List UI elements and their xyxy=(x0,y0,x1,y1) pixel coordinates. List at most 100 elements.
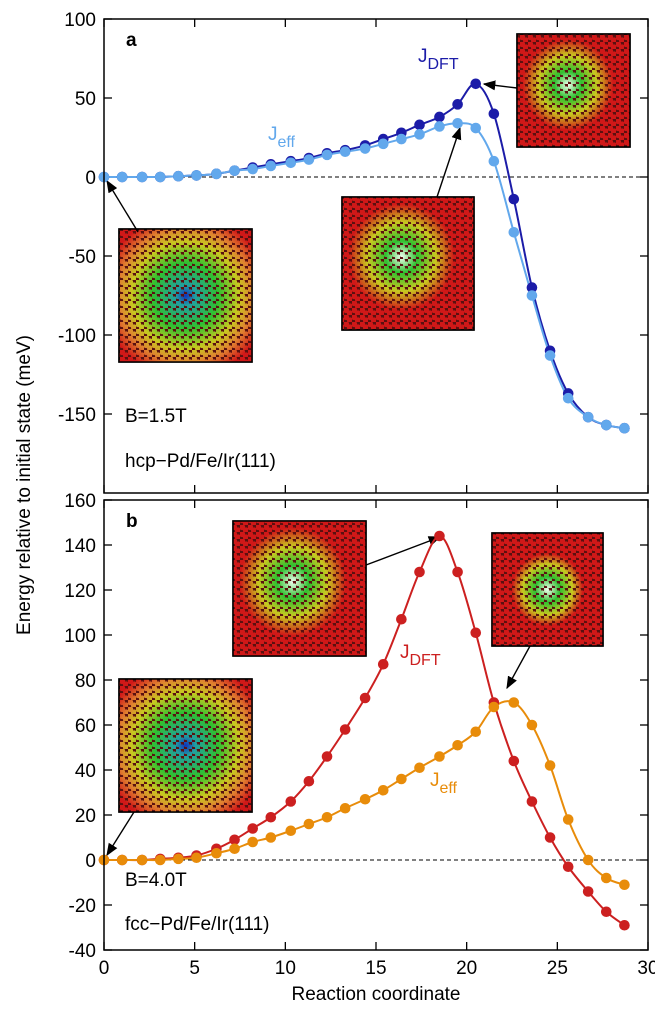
y-tick-label: 120 xyxy=(64,581,96,602)
series-label-sub: DFT xyxy=(428,56,459,73)
x-tick-label: 30 xyxy=(637,958,655,979)
x-tick-label: 25 xyxy=(547,958,568,979)
y-tick-label: -20 xyxy=(69,896,96,917)
data-point xyxy=(508,193,520,205)
data-point xyxy=(414,129,425,140)
data-point xyxy=(452,99,463,110)
data-point xyxy=(191,170,202,181)
data-point xyxy=(508,697,520,708)
data-point xyxy=(619,879,630,891)
data-point xyxy=(488,155,500,167)
y-tick-label: 100 xyxy=(64,10,96,31)
data-point xyxy=(434,121,445,132)
x-tick-label: 5 xyxy=(189,958,200,979)
data-point xyxy=(303,818,315,830)
data-point xyxy=(434,530,445,542)
data-point xyxy=(526,290,538,301)
y-tick-label: 0 xyxy=(85,168,96,189)
data-point xyxy=(265,160,277,172)
x-tick-label: 15 xyxy=(365,958,386,979)
data-point xyxy=(414,119,425,131)
data-point xyxy=(247,163,258,175)
data-point xyxy=(582,854,594,866)
data-point xyxy=(470,122,482,134)
data-point xyxy=(396,773,407,785)
data-point xyxy=(396,133,407,145)
data-point xyxy=(526,719,538,731)
data-point xyxy=(544,760,556,771)
data-point xyxy=(116,171,128,183)
panel-label: a xyxy=(126,30,137,51)
data-point xyxy=(116,854,128,866)
y-tick-label: 50 xyxy=(75,89,96,110)
data-point xyxy=(562,392,574,404)
data-point xyxy=(488,701,500,713)
series-label-sub: eff xyxy=(440,780,458,797)
data-point xyxy=(247,823,258,834)
data-point xyxy=(562,861,574,873)
y-tick-label: 0 xyxy=(85,851,96,872)
data-point xyxy=(600,872,612,884)
data-point xyxy=(508,755,520,767)
data-point xyxy=(544,350,556,361)
y-tick-label: 140 xyxy=(64,536,96,557)
data-point xyxy=(173,853,184,865)
data-point xyxy=(508,227,520,238)
material-annotation: hcp−Pd/Fe/Ir(111) xyxy=(125,451,276,472)
data-point xyxy=(136,854,148,866)
y-tick-label: -100 xyxy=(58,326,96,347)
data-point xyxy=(229,843,240,855)
field-annotation: B=1.5T xyxy=(125,406,187,427)
data-point xyxy=(377,138,389,150)
data-point xyxy=(396,613,407,625)
data-point xyxy=(211,847,222,859)
inset-images xyxy=(118,33,631,813)
data-point xyxy=(339,724,351,735)
data-point xyxy=(191,852,202,864)
x-tick-label: 20 xyxy=(456,958,477,979)
plot-frame xyxy=(103,18,649,494)
y-tick-label: 160 xyxy=(64,491,96,512)
data-point xyxy=(470,627,482,639)
data-point xyxy=(321,811,333,823)
series-label-sub: DFT xyxy=(410,652,441,669)
y-tick-label: -150 xyxy=(58,405,96,426)
series-label: Jeff xyxy=(430,770,458,797)
data-point xyxy=(470,726,482,738)
data-point xyxy=(582,411,594,423)
data-point xyxy=(562,814,574,825)
series-label-main: J xyxy=(268,124,278,145)
data-point xyxy=(414,566,425,578)
x-axis-label: Reaction coordinate xyxy=(292,984,461,1005)
data-point xyxy=(285,157,297,169)
data-point xyxy=(247,836,258,848)
y-tick-label: 100 xyxy=(64,626,96,647)
data-point xyxy=(434,111,445,123)
data-point xyxy=(359,692,371,704)
y-tick-label: 40 xyxy=(75,761,96,782)
data-point xyxy=(488,108,500,120)
data-point xyxy=(452,566,463,578)
series-label-sub: eff xyxy=(278,134,296,151)
data-point xyxy=(321,751,333,762)
data-point xyxy=(136,171,148,183)
data-point xyxy=(619,422,630,434)
data-point xyxy=(359,143,371,154)
series-label-main: J xyxy=(400,642,410,663)
data-point xyxy=(265,832,277,843)
data-point xyxy=(526,796,538,807)
data-point xyxy=(173,170,184,182)
data-point xyxy=(285,796,297,807)
data-point xyxy=(359,793,371,805)
data-point xyxy=(434,751,445,762)
data-point xyxy=(154,854,166,866)
data-point xyxy=(526,282,538,293)
y-tick-label: -50 xyxy=(69,247,96,268)
data-point xyxy=(470,78,482,90)
x-tick-label: 10 xyxy=(275,958,296,979)
data-point xyxy=(619,919,630,931)
data-point xyxy=(154,171,166,183)
series-label: Jeff xyxy=(268,124,296,151)
data-point xyxy=(339,802,351,814)
